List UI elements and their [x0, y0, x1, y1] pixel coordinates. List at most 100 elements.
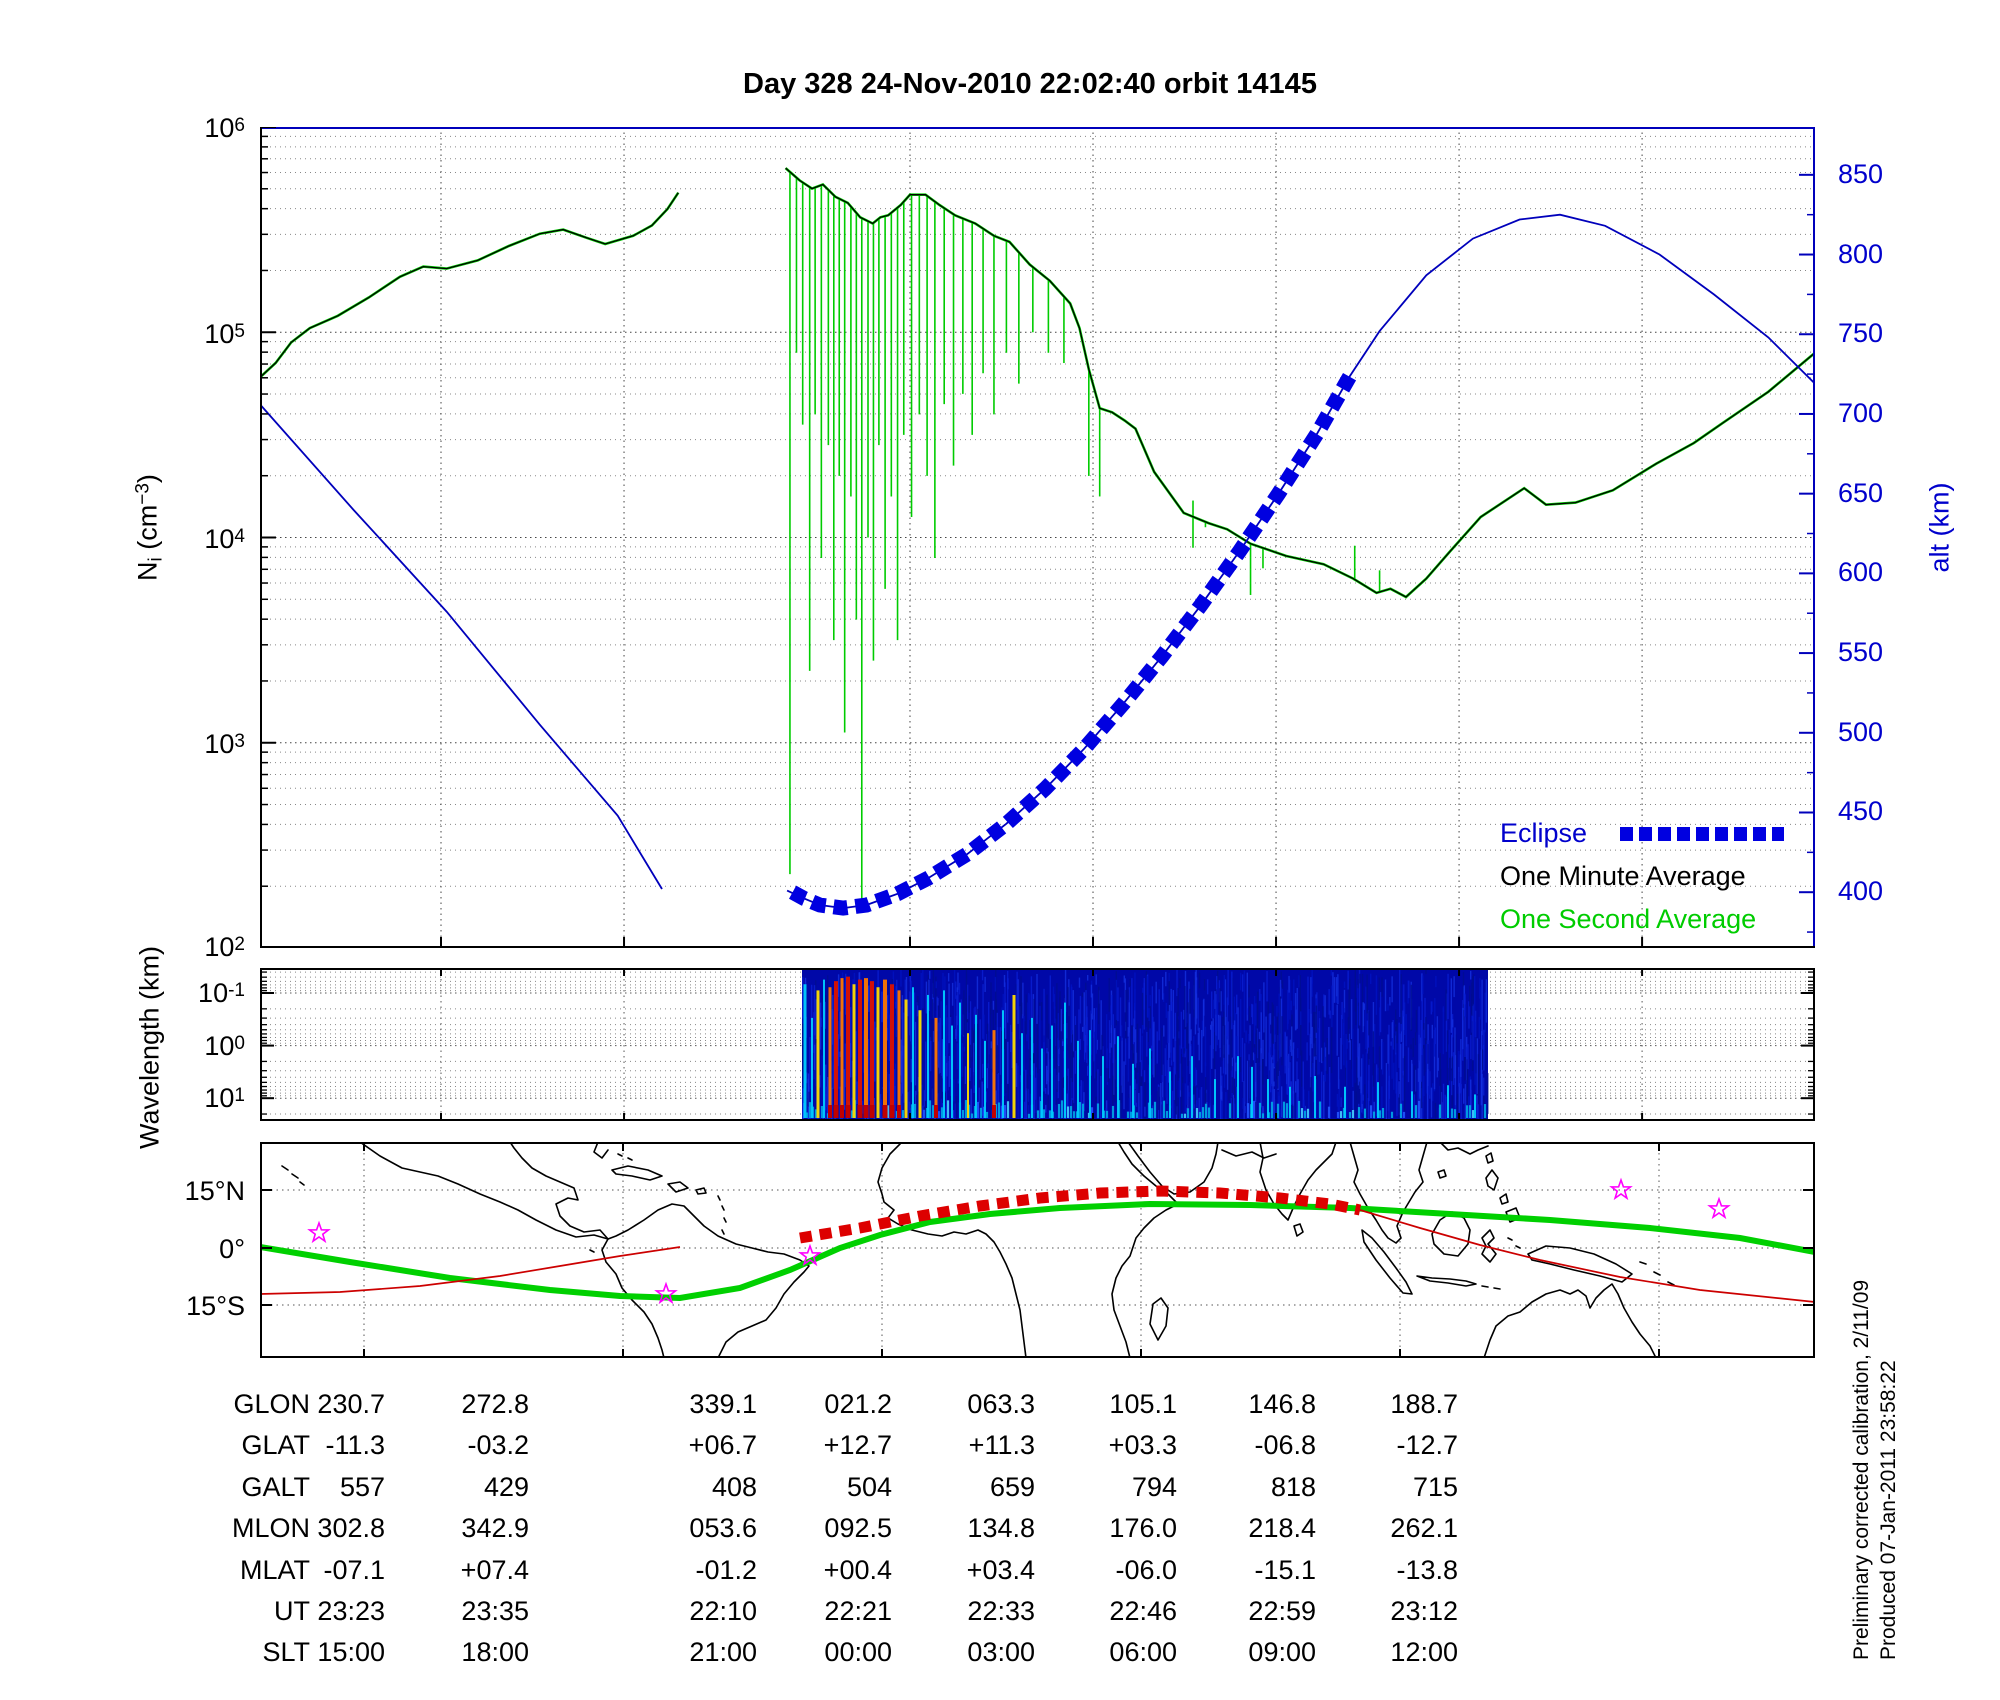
table-cell-glat-2: +06.7 — [688, 1430, 757, 1461]
alt-tick-850: 850 — [1838, 159, 1884, 189]
table-cell-galt-4: 659 — [989, 1471, 1035, 1502]
table-cell-galt-0: 557 — [339, 1471, 385, 1502]
table-cell-mlon-4: 134.8 — [967, 1513, 1035, 1544]
table-cell-mlat-3: +00.4 — [823, 1554, 892, 1585]
ylabel-mid: (cm — [132, 504, 163, 558]
table-cell-glat-6: -06.8 — [1254, 1430, 1316, 1461]
table-cell-glon-5: 105.1 — [1109, 1389, 1177, 1419]
table-cell-ut-5: 22:46 — [1109, 1596, 1177, 1627]
table-cell-slt-3: 00:00 — [824, 1637, 892, 1668]
table-row-label-glon: GLON — [233, 1389, 310, 1419]
ylabel-sup: −3 — [132, 483, 154, 505]
table-cell-mlat-0: -07.1 — [323, 1554, 385, 1585]
table-cell-glon-3: 021.2 — [824, 1389, 892, 1419]
table-cell-glat-1: -03.2 — [467, 1430, 529, 1461]
table-cell-mlat-5: -06.0 — [1115, 1554, 1177, 1585]
table-cell-galt-5: 794 — [1131, 1471, 1177, 1502]
table-cell-slt-2: 21:00 — [689, 1637, 757, 1668]
alt-tick-550: 550 — [1838, 637, 1884, 667]
table-cell-ut-6: 22:59 — [1248, 1596, 1316, 1627]
table-cell-slt-6: 09:00 — [1248, 1637, 1316, 1668]
table-row-label-ut: UT — [274, 1596, 310, 1627]
map-lat-label-0: 15°N — [184, 1176, 245, 1206]
altitude-axis-label: alt (km) — [1924, 482, 1955, 573]
alt-tick-450: 450 — [1838, 796, 1884, 826]
table-cell-ut-0: 23:23 — [317, 1596, 385, 1627]
wavelength-axis-label: Wavelength (km) — [134, 945, 165, 1150]
legend-minute-label: One Minute Average — [1500, 861, 1746, 891]
wavelength-spectrogram — [260, 968, 1815, 1121]
density-tick-10e3: 103 — [204, 729, 245, 759]
table-cell-mlon-1: 342.9 — [461, 1513, 529, 1544]
ylabel-base: N — [132, 561, 163, 581]
table-cell-mlon-5: 176.0 — [1109, 1513, 1177, 1544]
legend: Eclipse One Minute Average One Second Av… — [1500, 812, 1788, 941]
table-cell-ut-2: 22:10 — [689, 1596, 757, 1627]
table-cell-mlat-2: -01.2 — [695, 1554, 757, 1585]
table-row-label-glat: GLAT — [241, 1430, 310, 1461]
table-cell-glat-3: +12.7 — [823, 1430, 892, 1461]
table-cell-galt-2: 408 — [711, 1471, 757, 1502]
density-tick-10e4: 104 — [204, 524, 245, 554]
alt-tick-650: 650 — [1838, 478, 1884, 508]
alt-tick-750: 750 — [1838, 318, 1884, 348]
table-row-label-mlat: MLAT — [239, 1554, 310, 1585]
footnote-line-1: Preliminary corrected calibration, 2/11/… — [1850, 1279, 1873, 1660]
table-cell-glat-7: -12.7 — [1396, 1430, 1458, 1461]
table-cell-glon-2: 339.1 — [689, 1389, 757, 1419]
table-cell-galt-7: 715 — [1412, 1471, 1458, 1502]
density-tick-10e2: 102 — [204, 932, 245, 962]
density-altitude-chart — [260, 127, 1815, 948]
alt-tick-500: 500 — [1838, 717, 1884, 747]
page-title: Day 328 24-Nov-2010 22:02:40 orbit 14145 — [743, 68, 1317, 100]
density-tick-10e5: 105 — [204, 319, 245, 349]
legend-second-label: One Second Average — [1500, 904, 1757, 934]
table-cell-glon-4: 063.3 — [967, 1389, 1035, 1419]
table-cell-ut-3: 22:21 — [824, 1596, 892, 1627]
table-cell-galt-3: 504 — [846, 1471, 892, 1502]
wavelength-tick-10e-1: 10-1 — [198, 978, 245, 1008]
alt-tick-700: 700 — [1838, 398, 1884, 428]
alt-tick-800: 800 — [1838, 239, 1884, 269]
station-star — [654, 1281, 678, 1305]
table-cell-slt-1: 18:00 — [461, 1637, 529, 1668]
station-star — [1707, 1196, 1731, 1220]
table-cell-mlat-6: -15.1 — [1254, 1554, 1316, 1585]
table-row-label-mlon: MLON — [231, 1513, 310, 1544]
table-cell-glon-7: 188.7 — [1390, 1389, 1458, 1419]
ylabel-sub: i — [145, 557, 167, 562]
legend-eclipse-label: Eclipse — [1500, 818, 1588, 848]
table-cell-ut-1: 23:35 — [461, 1596, 529, 1627]
density-tick-10e6: 106 — [204, 113, 245, 143]
table-cell-glon-1: 272.8 — [461, 1389, 529, 1419]
table-cell-mlat-4: +03.4 — [966, 1554, 1035, 1585]
station-star — [798, 1243, 822, 1267]
table-cell-mlon-0: 302.8 — [317, 1513, 385, 1544]
ground-track-map — [260, 1142, 1815, 1358]
wavelength-tick-10e0: 100 — [204, 1031, 245, 1061]
table-cell-galt-1: 429 — [483, 1471, 529, 1502]
table-cell-glat-5: +03.3 — [1108, 1430, 1177, 1461]
table-cell-mlon-3: 092.5 — [824, 1513, 892, 1544]
footnote: Preliminary corrected calibration, 2/11/… — [1848, 1280, 1902, 1660]
table-row-label-galt: GALT — [241, 1471, 310, 1502]
table-cell-mlon-6: 218.4 — [1248, 1513, 1316, 1544]
table-cell-ut-4: 22:33 — [967, 1596, 1035, 1627]
alt-tick-600: 600 — [1838, 557, 1884, 587]
table-row-label-slt: SLT — [262, 1637, 310, 1668]
ylabel-end: ) — [132, 474, 163, 484]
table-cell-slt-5: 06:00 — [1109, 1637, 1177, 1668]
alt-tick-400: 400 — [1838, 876, 1884, 906]
table-cell-mlon-2: 053.6 — [689, 1513, 757, 1544]
station-star — [307, 1220, 331, 1244]
table-cell-mlat-7: -13.8 — [1396, 1554, 1458, 1585]
table-cell-ut-7: 23:12 — [1390, 1596, 1458, 1627]
table-cell-glat-4: +11.3 — [968, 1430, 1035, 1461]
legend-eclipse-swatch — [1620, 826, 1784, 841]
table-cell-glat-0: -11.3 — [325, 1430, 385, 1461]
table-cell-glon-0: 230.7 — [317, 1389, 385, 1419]
table-cell-slt-0: 15:00 — [317, 1637, 385, 1668]
table-cell-glon-6: 146.8 — [1248, 1389, 1316, 1419]
table-cell-galt-6: 818 — [1270, 1471, 1316, 1502]
